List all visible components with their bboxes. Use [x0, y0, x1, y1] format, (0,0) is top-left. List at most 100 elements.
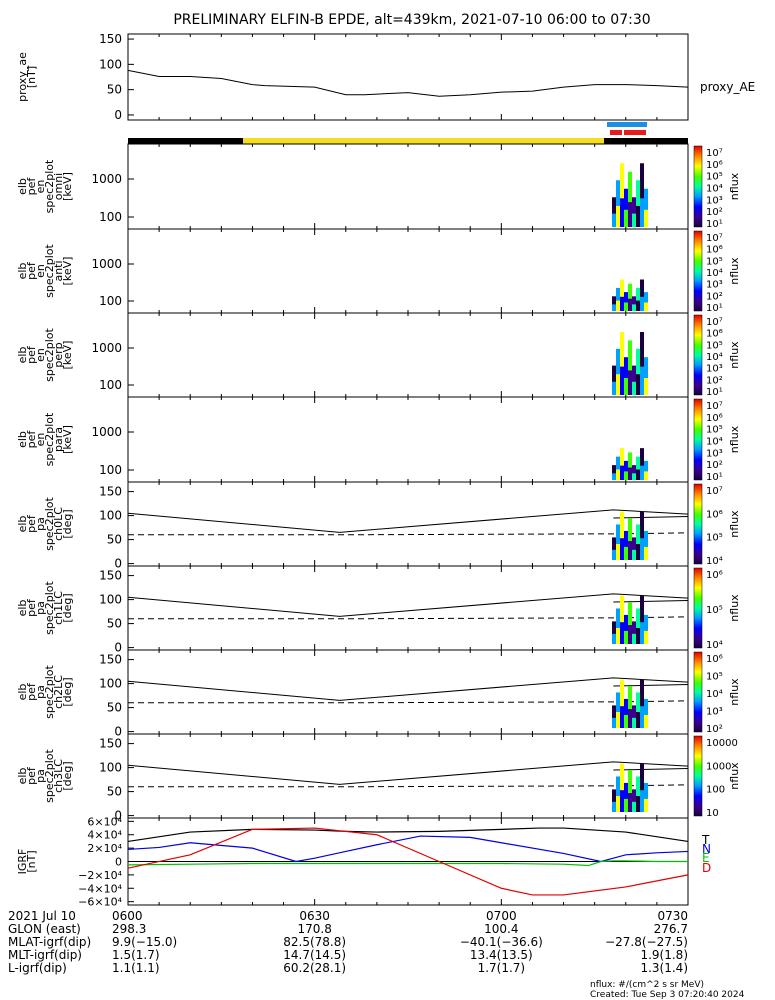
loss-cone-dashed-line: [128, 532, 689, 536]
spectrogram-cell: [628, 298, 632, 311]
colorbar-tick-label: 10¹: [706, 303, 723, 314]
y-tick-label: −6×10⁴: [78, 896, 122, 909]
y-tick-label: 6×10⁴: [87, 815, 122, 828]
ephemeris-row-label: L-igrf(dip): [8, 961, 67, 975]
colorbar-tick-label: 10⁶: [706, 509, 723, 520]
y-tick-label: −4×10⁴: [78, 882, 122, 895]
y-axis-label: spec2plot: [43, 497, 56, 551]
y-axis-label: en: [34, 264, 47, 278]
colorbar: [693, 145, 703, 228]
ephemeris-value: 0700: [486, 909, 517, 923]
spectrogram-cell: [620, 332, 624, 395]
ephemeris-row-label: MLT-igrf(dip): [8, 948, 82, 962]
spectrogram-cell: [636, 287, 640, 311]
spectrogram-cell: [636, 205, 640, 227]
spectrogram-cell: [628, 770, 632, 812]
panel-frame-en_anti: [127, 228, 689, 314]
spectrogram-cell: [644, 188, 648, 227]
colorbar-title: nflux: [728, 425, 741, 453]
colorbar: [693, 567, 703, 649]
spectrogram-cell: [620, 595, 624, 644]
spectrogram-cell: [644, 377, 648, 395]
loss-cone-line: [613, 684, 689, 687]
colorbar-tick-label: 10³: [706, 280, 723, 291]
spectrogram-cell: [644, 292, 648, 311]
y-tick-label: 100: [99, 677, 122, 691]
y-axis-label: [deg]: [61, 509, 74, 538]
spectrogram-cell: [640, 279, 644, 311]
spectrogram-cell: [644, 357, 648, 395]
y-axis-label: elb: [16, 768, 29, 785]
y-axis-label: ch1LC: [52, 591, 65, 625]
y-tick-label: 1000: [91, 257, 122, 271]
spectrogram-cell: [624, 357, 628, 395]
colorbar-title: nflux: [728, 341, 741, 369]
y-tick-label: 0: [114, 557, 122, 571]
spectrogram-cell: [640, 465, 644, 480]
y-axis-label: [deg]: [61, 677, 74, 706]
spectrogram-cell: [632, 621, 636, 644]
spectrogram-cell: [632, 197, 636, 227]
y-tick-label: 50: [107, 533, 122, 547]
colorbar-title: nflux: [728, 510, 741, 538]
y-tick-label: 0: [114, 641, 122, 655]
colorbar-tick-label: 10⁶: [706, 654, 723, 665]
spectrogram-cell: [620, 163, 624, 227]
colorbar-tick-label: 10³: [706, 195, 723, 206]
spectrogram-cell: [632, 381, 636, 395]
spectrogram-cell: [636, 524, 640, 560]
ephemeris-value: 9.9(−15.0): [112, 935, 177, 949]
spectrogram-cell: [616, 300, 620, 311]
spectrogram-cell: [632, 365, 636, 395]
y-axis-label: [keV]: [61, 341, 74, 370]
panel-frame-en_omni: [127, 143, 689, 230]
science-zone-bar: [607, 122, 647, 127]
spectrogram-cell: [628, 625, 632, 644]
spectrogram-cell: [640, 163, 644, 227]
colorbar-tick-label: 10⁶: [706, 329, 723, 340]
spectrogram-cell: [640, 595, 644, 644]
spectrogram-cell: [644, 302, 648, 311]
colorbar-tick-label: 10²: [706, 207, 723, 218]
y-axis-label: spec2plot: [43, 749, 56, 803]
y-tick-label: 150: [99, 653, 122, 667]
y-axis-label: spec2plot: [43, 412, 56, 466]
spectrogram-cell: [640, 706, 644, 728]
ephemeris-value: −40.1(−36.6): [460, 935, 543, 949]
y-axis-label: [nT]: [25, 66, 38, 88]
y-axis-label: [keV]: [61, 425, 74, 454]
spectrogram-cell: [612, 296, 616, 311]
spectrogram-cell: [620, 465, 624, 480]
spectrogram-cell: [628, 686, 632, 728]
spectrogram-cell: [620, 790, 624, 812]
spectrogram-cell: [640, 448, 644, 480]
y-axis-label: [keV]: [61, 257, 74, 286]
spectrogram-cell: [628, 518, 632, 560]
loss-cone-line: [613, 768, 689, 771]
spectrogram-cell: [644, 782, 648, 812]
spectrogram-cell: [636, 628, 640, 644]
legend-igrf-d: D: [702, 861, 711, 875]
spectrogram-cell: [636, 796, 640, 812]
colorbar-tick-label: 1000: [706, 761, 731, 772]
y-axis-label: ch2LC: [52, 675, 65, 709]
y-axis-label: proxy_ae: [16, 52, 29, 102]
colorbar-tick-label: 10²: [706, 460, 723, 471]
colorbar-tick-label: 10²: [706, 375, 723, 386]
spectrogram-cell: [644, 630, 648, 644]
ephemeris-value: 0630: [299, 909, 330, 923]
spectrogram-cell: [624, 471, 628, 480]
spectrogram-cell: [620, 511, 624, 560]
colorbar-tick-label: 10³: [706, 707, 723, 718]
colorbar-tick-label: 10000: [706, 738, 738, 749]
ephemeris-value: 1.7(1.7): [478, 961, 526, 975]
panel-frame-en_perp: [127, 312, 689, 398]
spectrogram-cell: [628, 340, 632, 395]
spectrogram-cell: [612, 549, 616, 560]
ephemeris-row-label: GLON (east): [8, 922, 81, 936]
y-tick-label: 0: [114, 809, 122, 823]
spectrogram-cell: [636, 300, 640, 311]
y-tick-label: 100: [99, 210, 122, 224]
colorbar-tick-label: 10¹: [706, 472, 723, 483]
